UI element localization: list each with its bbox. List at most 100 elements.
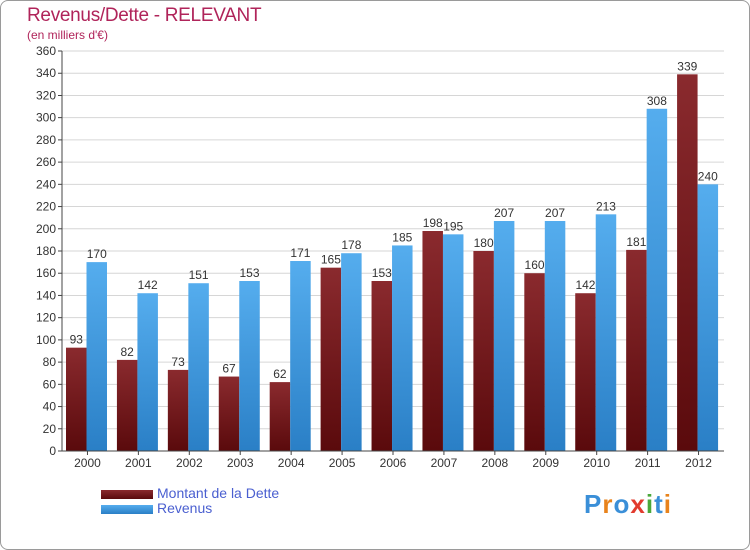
x-tick-label: 2010 (583, 456, 610, 470)
bar-revenus (544, 221, 566, 451)
bar-dette (524, 273, 545, 451)
bar-dette (269, 382, 291, 451)
data-label: 62 (273, 367, 287, 381)
bar-revenus (137, 293, 158, 451)
x-tick-label: 2000 (74, 456, 101, 470)
y-tick-label: 260 (36, 155, 56, 169)
x-tick-label: 2001 (125, 456, 152, 470)
x-tick-label: 2004 (278, 456, 305, 470)
x-tick-label: 2008 (481, 456, 508, 470)
x-tick-label: 2002 (176, 456, 203, 470)
data-label: 153 (372, 266, 392, 280)
data-label: 207 (494, 206, 514, 220)
data-label: 207 (545, 206, 565, 220)
bar-dette (626, 249, 647, 451)
x-tick-label: 2005 (329, 456, 356, 470)
data-label: 198 (423, 216, 443, 230)
data-label: 181 (626, 235, 646, 249)
y-tick-label: 60 (43, 377, 57, 391)
logo-letter: i (645, 489, 655, 519)
data-label: 153 (240, 266, 260, 280)
bar-dette (473, 251, 494, 451)
data-label: 213 (596, 199, 616, 213)
logo-letter: o (613, 489, 631, 519)
x-tick-label: 2007 (431, 456, 458, 470)
logo-letter: x (630, 489, 646, 519)
x-tick-label: 2011 (635, 456, 661, 470)
bar-revenus (392, 245, 413, 451)
bar-dette (116, 359, 138, 451)
logo-letter: P (584, 489, 603, 519)
data-label: 171 (290, 246, 310, 260)
x-tick-label: 2006 (380, 456, 407, 470)
y-tick-label: 180 (36, 244, 56, 258)
x-tick-label: 2009 (532, 456, 559, 470)
legend-label-revenus: Revenus (157, 500, 213, 516)
logo-letter: i (663, 489, 672, 519)
bar-dette (575, 293, 596, 451)
data-label: 180 (474, 236, 494, 250)
data-label: 151 (189, 268, 209, 282)
data-label: 165 (321, 253, 341, 267)
y-tick-label: 320 (36, 88, 56, 102)
logo-letter: r (602, 489, 614, 519)
y-tick-label: 120 (36, 311, 56, 325)
data-label: 93 (70, 333, 84, 347)
bar-revenus (442, 234, 464, 451)
y-tick-label: 140 (36, 288, 56, 302)
y-tick-label: 200 (36, 222, 56, 236)
bar-dette (167, 369, 189, 451)
y-tick-label: 20 (43, 422, 57, 436)
data-label: 82 (120, 345, 134, 359)
proxiti-logo: Proxiti (584, 489, 672, 520)
data-label: 160 (525, 258, 545, 272)
bar-dette (677, 74, 698, 451)
y-tick-label: 40 (43, 400, 57, 414)
bar-dette (218, 376, 240, 451)
y-tick-label: 240 (36, 177, 56, 191)
bar-revenus (86, 262, 107, 451)
y-tick-label: 340 (36, 66, 56, 80)
legend-swatch-revenus (101, 505, 153, 514)
y-tick-label: 160 (36, 266, 56, 280)
chart-title: Revenus/Dette - RELEVANT (27, 5, 262, 26)
data-label: 73 (171, 355, 185, 369)
y-tick-label: 360 (36, 44, 56, 58)
bar-dette (422, 231, 443, 451)
data-label: 339 (677, 59, 697, 73)
data-label: 170 (87, 247, 107, 261)
data-label: 67 (222, 362, 236, 376)
y-tick-label: 0 (49, 444, 56, 458)
bar-revenus (239, 281, 260, 451)
data-label: 142 (575, 278, 595, 292)
data-label: 185 (392, 230, 412, 244)
logo-letter: t (654, 489, 664, 519)
legend-swatch-debt (101, 490, 153, 499)
data-label: 308 (647, 94, 667, 108)
legend-label-debt: Montant de la Dette (157, 485, 280, 501)
chart-subtitle: (en milliers d'€) (27, 28, 108, 42)
y-tick-label: 280 (36, 133, 56, 147)
x-tick-label: 2003 (227, 456, 254, 470)
bar-revenus (188, 283, 209, 451)
data-label: 142 (138, 278, 158, 292)
bar-revenus (697, 184, 719, 452)
bar-revenus (493, 221, 515, 451)
y-tick-label: 220 (36, 200, 56, 214)
bar-revenus (290, 261, 311, 451)
y-tick-label: 80 (43, 355, 57, 369)
y-tick-label: 100 (36, 333, 56, 347)
bar-dette (320, 267, 342, 451)
y-tick-label: 300 (36, 111, 56, 125)
x-tick-label: 2012 (685, 456, 712, 470)
bar-dette (66, 347, 87, 451)
bar-revenus (595, 214, 617, 451)
data-label: 195 (443, 219, 463, 233)
data-label: 240 (698, 169, 718, 183)
bar-revenus (646, 108, 668, 452)
data-label: 178 (341, 238, 361, 252)
bar-dette (371, 281, 393, 451)
bar-revenus (341, 253, 362, 451)
